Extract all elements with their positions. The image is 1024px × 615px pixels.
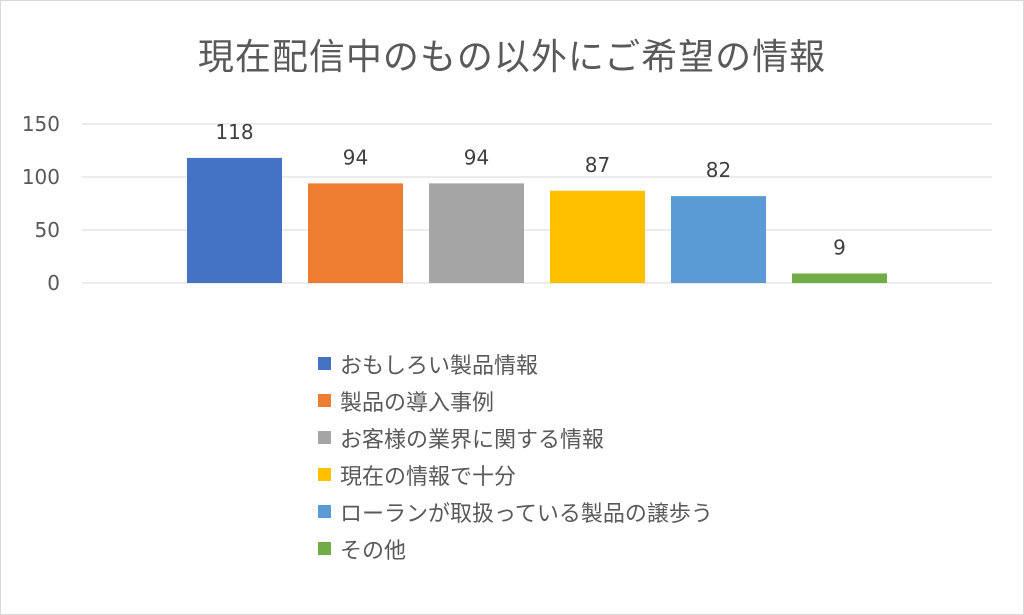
legend-swatch bbox=[318, 394, 331, 407]
legend-swatch bbox=[318, 468, 331, 481]
legend: おもしろい製品情報 製品の導入事例お客様の業界に関する情報 現在の情報で十分ローラン… bbox=[318, 345, 713, 567]
y-tick-label: 0 bbox=[47, 271, 60, 295]
legend-item: おもしろい製品情報 bbox=[318, 345, 713, 382]
legend-label: 製品の導入事例 bbox=[340, 390, 495, 416]
data-label: 94 bbox=[464, 145, 489, 169]
y-tick-label: 50 bbox=[35, 218, 60, 242]
bar bbox=[671, 196, 766, 283]
legend-label: 現在の情報で十分 bbox=[340, 464, 517, 490]
data-label: 118 bbox=[215, 120, 253, 144]
data-label: 9 bbox=[833, 235, 846, 259]
legend-swatch bbox=[318, 431, 331, 444]
legend-label: お客様の業界に関する情報 bbox=[340, 427, 605, 453]
legend-item: その他 bbox=[318, 530, 713, 567]
data-label: 87 bbox=[585, 153, 610, 177]
legend-label: おもしろい製品情報 bbox=[340, 353, 539, 379]
bar bbox=[792, 273, 887, 283]
y-tick-label: 150 bbox=[22, 112, 60, 136]
data-label: 82 bbox=[706, 158, 731, 182]
chart-title: 現在配信中のもの以外にご希望の情報 bbox=[197, 37, 827, 78]
y-tick-label: 100 bbox=[22, 165, 60, 189]
legend-item: お客様の業界に関する情報 bbox=[318, 419, 713, 456]
legend-swatch bbox=[318, 542, 331, 555]
bar bbox=[429, 183, 524, 283]
legend-swatch bbox=[318, 357, 331, 370]
bar bbox=[187, 157, 282, 283]
legend-item: 製品の導入事例 bbox=[318, 382, 713, 419]
bar bbox=[308, 183, 403, 283]
legend-label: その他 bbox=[340, 538, 407, 564]
legend-item: ローランが取扱っている製品の譲歩う bbox=[318, 493, 713, 530]
legend-item: 現在の情報で十分 bbox=[318, 456, 713, 493]
data-label: 94 bbox=[343, 145, 368, 169]
bar bbox=[550, 190, 645, 283]
legend-swatch bbox=[318, 505, 331, 518]
legend-label: ローランが取扱っている製品の譲歩う bbox=[340, 501, 713, 527]
